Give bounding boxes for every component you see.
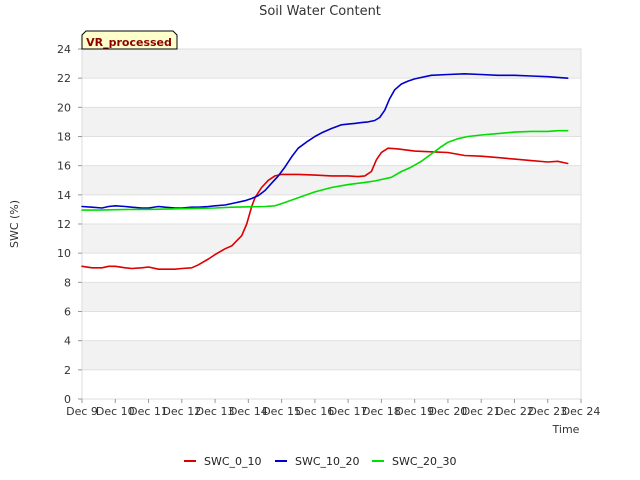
chart-title: Soil Water Content [259,4,381,19]
band-4-6 [82,311,581,341]
x-axis-label: Time [552,423,580,436]
x-tick-label: Dec 12 [162,405,201,418]
x-tick-label: Dec 14 [229,405,268,418]
y-tick-label: 6 [64,306,71,319]
x-tick-label: Dec 24 [562,405,601,418]
badge-label: VR_processed [86,36,172,49]
x-tick-label: Dec 17 [329,405,368,418]
band-8-10 [82,253,581,283]
band-0-2 [82,369,581,399]
legend-label: SWC_20_30 [392,455,457,468]
x-tick-label: Dec 22 [495,405,534,418]
y-tick-label: 24 [57,43,71,56]
x-tick-label: Dec 21 [462,405,501,418]
y-tick-label: 22 [57,72,71,85]
series-line-swc-0-10 [81,147,569,271]
series-line-swc-20-30 [81,129,569,211]
y-tick-label: 12 [57,218,71,231]
band-6-8 [82,282,581,312]
x-tick-label: Dec 16 [295,405,334,418]
x-tick-label: Dec 13 [196,405,235,418]
band-22-24 [82,49,581,79]
band-20-22 [82,78,581,108]
x-tick-label: Dec 15 [262,405,301,418]
band-16-18 [82,136,581,166]
x-tick-label: Dec 20 [429,405,468,418]
y-tick-label: 18 [57,131,71,144]
series-line-swc-10-20 [81,73,569,209]
y-tick-label: 0 [64,393,71,406]
x-tick-label: Dec 10 [96,405,135,418]
y-tick-label: 4 [64,335,71,348]
series-lines [81,73,569,271]
y-tick-label: 14 [57,189,71,202]
y-tick-label: 16 [57,160,71,173]
legend-label: SWC_0_10 [204,455,262,468]
x-tick-label: Dec 23 [528,405,567,418]
band-10-12 [82,224,581,254]
legend: SWC_0_10 SWC_10_20 SWC_20_30 [184,455,457,468]
y-tick-label: 20 [57,101,71,114]
y-tick-label: 2 [64,364,71,377]
x-tick-label: Dec 11 [129,405,168,418]
y-tick-label: 10 [57,247,71,260]
plot-background-bands [82,49,581,399]
x-tick-label: Dec 9 [66,405,98,418]
y-axis-label: SWC (%) [8,200,21,248]
vr-processed-badge: VR_processed [81,30,178,50]
y-tick-label: 8 [64,276,71,289]
badge-box [81,30,178,50]
band-14-16 [82,165,581,195]
band-2-4 [82,340,581,370]
legend-label: SWC_10_20 [295,455,360,468]
x-tick-label: Dec 19 [395,405,434,418]
band-18-20 [82,107,581,137]
x-tick-label: Dec 18 [362,405,401,418]
